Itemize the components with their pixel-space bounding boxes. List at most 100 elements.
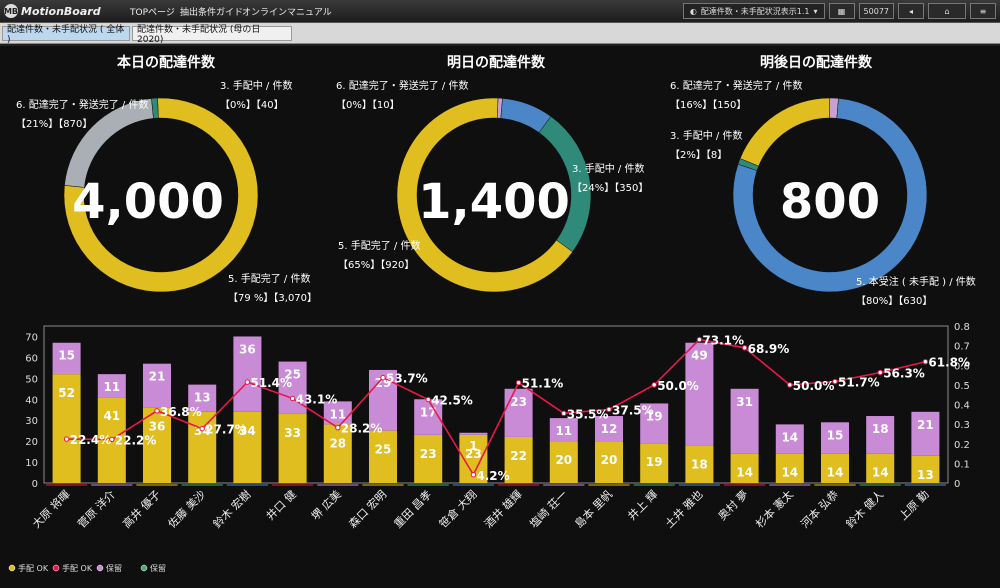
ratio-point[interactable] bbox=[380, 374, 386, 381]
tab-mothers-day[interactable]: 配達件数・未手配状況 (母の日 2020) bbox=[132, 25, 292, 45]
ratio-point[interactable] bbox=[606, 406, 612, 413]
ratio-point[interactable] bbox=[515, 380, 522, 386]
ratio-point[interactable] bbox=[832, 378, 838, 385]
menu-icon[interactable]: ≡ bbox=[970, 3, 996, 19]
ratio-line bbox=[66, 338, 926, 477]
bar-arranged-ok[interactable] bbox=[504, 436, 533, 483]
ratio-point[interactable] bbox=[561, 410, 567, 417]
bar-on-hold[interactable] bbox=[730, 388, 759, 454]
bar-on-hold[interactable] bbox=[911, 411, 940, 456]
menu-online-manual[interactable]: オンラインマニュアル bbox=[242, 8, 332, 18]
ratio-point[interactable] bbox=[922, 359, 929, 365]
donut-segment[interactable] bbox=[497, 97, 503, 119]
bar-value-label: 41 bbox=[103, 409, 120, 423]
bar-arranged-ok[interactable] bbox=[549, 441, 578, 483]
bar-arranged-ok[interactable] bbox=[323, 424, 352, 483]
bar-value-label: 14 bbox=[872, 466, 889, 480]
annotation-label: 6. 配達完了・発送完了 / 件数 bbox=[670, 81, 803, 92]
donut-title-day-after: 明後日の配達件数 bbox=[760, 55, 872, 71]
bar-arranged-ok[interactable] bbox=[866, 453, 895, 483]
bar-on-hold[interactable] bbox=[594, 416, 624, 442]
bar-on-hold[interactable] bbox=[97, 374, 126, 398]
donut-segment[interactable] bbox=[829, 97, 839, 119]
bar-on-hold[interactable] bbox=[549, 418, 578, 442]
grid-icon[interactable]: ▦ bbox=[828, 3, 855, 19]
zoom-select[interactable]: 50077 bbox=[858, 3, 894, 19]
ratio-point[interactable] bbox=[696, 336, 703, 343]
bar-on-hold[interactable] bbox=[233, 336, 262, 412]
bar-arranged-ok[interactable] bbox=[233, 411, 262, 483]
annotation-value: 【79 %】【3,070】 bbox=[228, 293, 318, 304]
bar-on-hold[interactable] bbox=[188, 384, 217, 412]
bar-arranged-ok[interactable] bbox=[368, 430, 398, 483]
bar-value-label: 19 bbox=[646, 409, 663, 423]
y-tick-label: 40 bbox=[25, 395, 38, 406]
bar-arranged-ok[interactable] bbox=[730, 453, 759, 483]
y2-tick-label: 0.2 bbox=[954, 440, 970, 451]
annotation-label: 6. 配達完了・発送完了 / 件数 bbox=[16, 100, 149, 111]
ratio-point[interactable] bbox=[877, 369, 883, 376]
y2-tick-label: 0 bbox=[954, 479, 960, 490]
bar-arranged-ok[interactable] bbox=[414, 434, 443, 483]
home-icon[interactable]: ⌂ bbox=[928, 3, 966, 19]
bar-arranged-ok[interactable] bbox=[278, 413, 307, 483]
bar-on-hold[interactable] bbox=[820, 422, 850, 454]
bar-value-label: 15 bbox=[58, 349, 75, 363]
bar-arranged-ok[interactable] bbox=[820, 453, 850, 483]
legend-label: 手配 OK bbox=[62, 563, 93, 573]
bar-on-hold[interactable] bbox=[775, 424, 804, 454]
ratio-point[interactable] bbox=[109, 436, 115, 443]
ratio-point[interactable] bbox=[244, 379, 251, 385]
ratio-point[interactable] bbox=[470, 472, 477, 478]
bar-on-hold[interactable] bbox=[504, 388, 533, 437]
ratio-point[interactable] bbox=[425, 396, 431, 403]
donut-segment[interactable] bbox=[396, 97, 573, 293]
bar-arranged-ok[interactable] bbox=[911, 455, 940, 483]
ratio-point[interactable] bbox=[787, 382, 793, 388]
donut-segment[interactable] bbox=[732, 98, 928, 293]
x-category-label: 菅原 洋介 bbox=[74, 487, 117, 530]
bar-on-hold[interactable] bbox=[52, 342, 81, 375]
tab-overall[interactable]: 配達件数・未手配状況 ( 全体 ) bbox=[2, 25, 130, 45]
arrow-icon[interactable]: ◂ bbox=[898, 3, 924, 19]
bar-arranged-ok[interactable] bbox=[594, 441, 624, 483]
bar-on-hold[interactable] bbox=[685, 342, 714, 446]
donut-segment[interactable] bbox=[151, 97, 159, 119]
bar-value-label: 49 bbox=[691, 349, 708, 363]
menu-filter-guide[interactable]: 抽出条件ガイド bbox=[180, 8, 244, 18]
bar-on-hold[interactable] bbox=[459, 432, 488, 435]
bar-value-label: 34 bbox=[239, 424, 256, 438]
ratio-point[interactable] bbox=[651, 382, 657, 388]
bar-on-hold[interactable] bbox=[414, 399, 443, 435]
ratio-point[interactable] bbox=[335, 424, 341, 431]
y2-tick-label: 0.7 bbox=[954, 342, 970, 353]
bar-value-label: 25 bbox=[375, 443, 392, 457]
bar-on-hold[interactable] bbox=[323, 401, 352, 425]
ratio-point[interactable] bbox=[63, 436, 70, 442]
bar-arranged-ok[interactable] bbox=[685, 445, 714, 483]
board-select[interactable]: ◐ 配達件数・未手配状況表示1.1 ▾ bbox=[682, 3, 825, 19]
annotation-label: 3. 手配中 / 件数 bbox=[572, 164, 645, 175]
x-category-label: 河本 弘恭 bbox=[798, 487, 841, 530]
ratio-point[interactable] bbox=[289, 395, 296, 402]
ratio-label: 51.4% bbox=[250, 376, 292, 390]
motionboard-logo-icon: MB bbox=[4, 4, 18, 18]
x-category-label: 井上 輝 bbox=[625, 487, 661, 523]
bar-arranged-ok[interactable] bbox=[640, 443, 669, 483]
annotation-value: 【21%】【870】 bbox=[16, 119, 93, 130]
ratio-point[interactable] bbox=[199, 425, 205, 432]
ratio-point[interactable] bbox=[741, 345, 748, 351]
bar-arranged-ok[interactable] bbox=[188, 411, 217, 483]
donut-segment[interactable] bbox=[63, 97, 259, 293]
bar-arranged-ok[interactable] bbox=[775, 453, 804, 483]
ratio-label: 51.7% bbox=[838, 376, 880, 390]
ratio-point[interactable] bbox=[154, 408, 160, 414]
bar-value-label: 23 bbox=[465, 447, 482, 461]
bar-on-hold[interactable] bbox=[142, 363, 172, 408]
bar-arranged-ok[interactable] bbox=[142, 407, 172, 483]
bar-on-hold[interactable] bbox=[866, 416, 895, 454]
bar-arranged-ok[interactable] bbox=[52, 374, 81, 483]
app-logo[interactable]: MB MotionBoard bbox=[4, 3, 101, 19]
bar-on-hold[interactable] bbox=[640, 403, 669, 444]
menu-top-page[interactable]: TOPページ bbox=[130, 8, 175, 18]
